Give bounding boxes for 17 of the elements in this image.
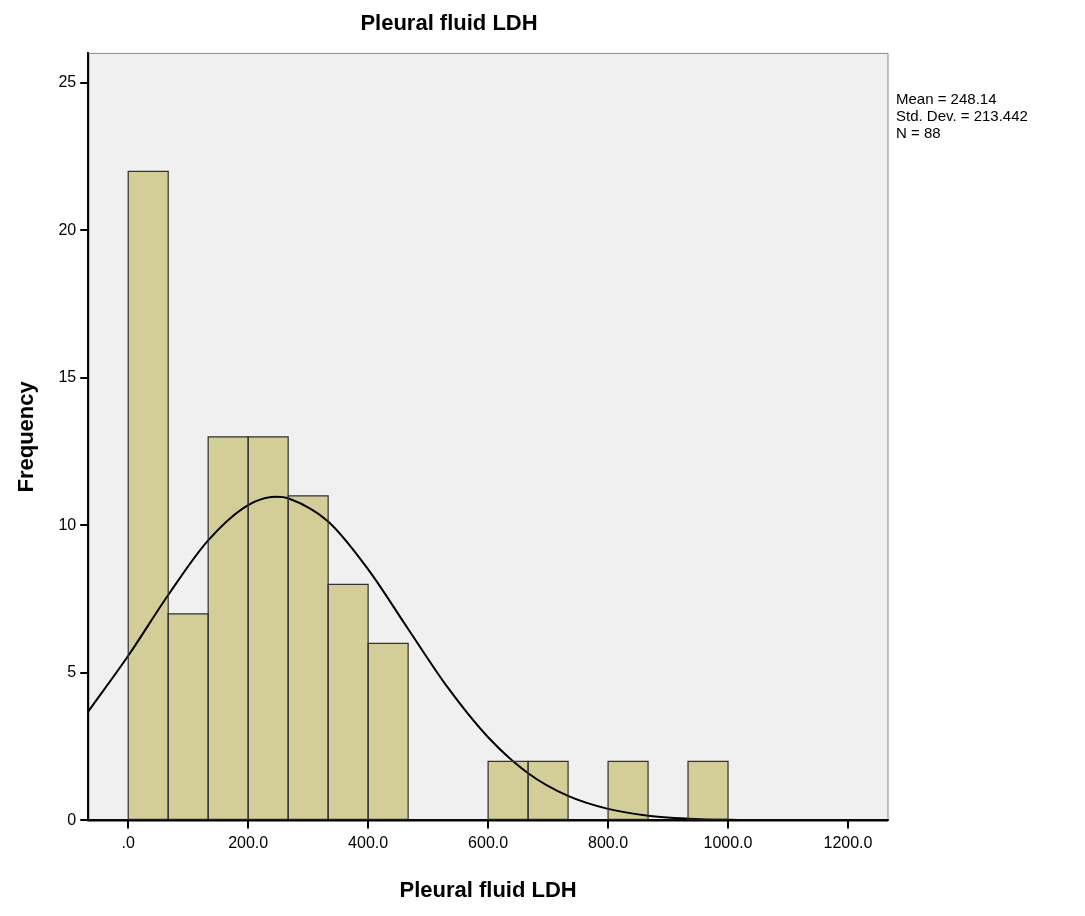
y-axis-title: Frequency <box>13 380 39 493</box>
y-tick-label: 25 <box>58 73 77 91</box>
y-tick-label: 10 <box>58 515 77 533</box>
x-tick-label: 1200.0 <box>823 834 873 852</box>
x-tick-label: 1000.0 <box>703 834 753 852</box>
chart-title: Pleural fluid LDH <box>360 10 538 36</box>
x-tick-label: 400.0 <box>348 834 389 852</box>
x-axis-title: Pleural fluid LDH <box>399 876 577 902</box>
y-tick-label: 20 <box>58 220 77 238</box>
y-tick-label: 0 <box>67 810 77 828</box>
x-tick-label: 200.0 <box>228 834 269 852</box>
x-tick-label: 800.0 <box>588 834 629 852</box>
text: Mean = 248.14 Std. Dev. = 213.442 N = 88 <box>896 90 1028 141</box>
y-tick-label: 5 <box>67 663 77 681</box>
y-tick-label: 15 <box>58 368 77 386</box>
x-tick-label: .0 <box>121 834 135 852</box>
x-tick-label: 600.0 <box>468 834 509 852</box>
